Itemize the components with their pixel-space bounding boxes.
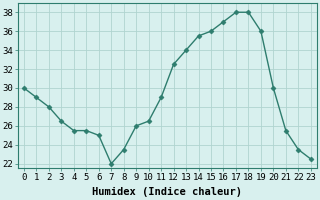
X-axis label: Humidex (Indice chaleur): Humidex (Indice chaleur) xyxy=(92,187,242,197)
